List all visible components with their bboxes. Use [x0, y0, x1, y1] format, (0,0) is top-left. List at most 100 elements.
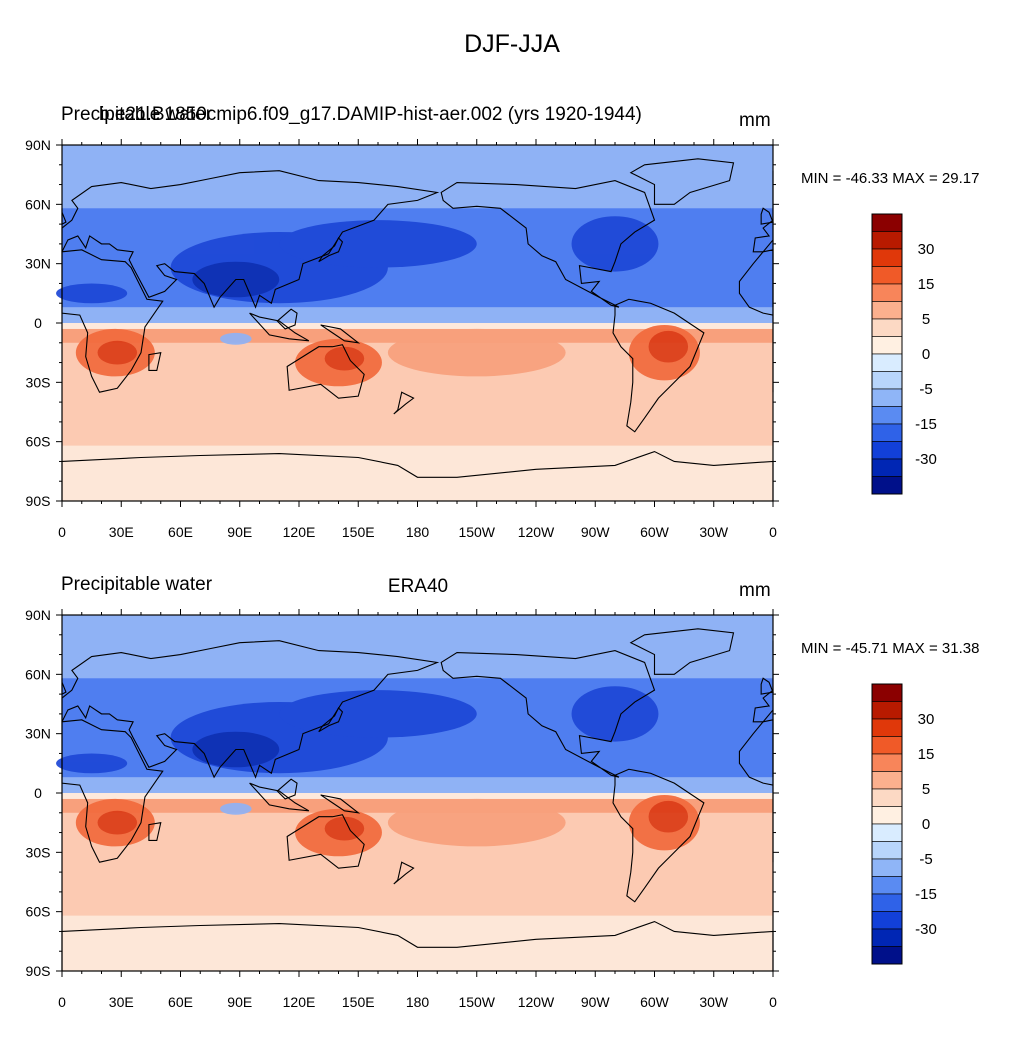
lat-axis: 90N 60N 30N 0 30S 60S 90S [25, 607, 779, 979]
colorbar-swatch [871, 371, 903, 390]
lon-tick-label: 30E [109, 994, 134, 1010]
colorbar-swatch [871, 928, 903, 947]
colorbar-swatch [871, 683, 903, 702]
lon-tick-label: 0 [769, 524, 777, 540]
colorbar-swatch [871, 458, 903, 477]
colorbar-swatch [871, 876, 903, 895]
colorbar-swatch [871, 283, 903, 302]
lat-tick-label: 90N [25, 607, 51, 623]
colorbar-label: -15 [915, 886, 937, 903]
coastline-n_america [440, 650, 656, 778]
blob-atlantic-mid [56, 283, 128, 304]
lon-tick-label: 30W [699, 994, 729, 1010]
colorbar-swatch [871, 318, 903, 337]
coastline-africa [61, 249, 164, 393]
lat-tick-label: 60N [25, 196, 51, 212]
coastline-papua [320, 794, 361, 814]
colorbar-label: -15 [915, 416, 937, 433]
lon-tick-label: 0 [769, 994, 777, 1010]
lon-tick-label: 120W [518, 994, 555, 1010]
colorbar-label: 15 [918, 276, 935, 293]
colorbar-swatch [871, 231, 903, 250]
coastline-madagascar [148, 351, 162, 372]
lat-tick-label: 90S [26, 493, 51, 509]
blob-australia-core [324, 816, 365, 841]
colorbar-label: 30 [918, 711, 935, 728]
colorbar-swatch [871, 858, 903, 877]
lat-tick-label: 30N [25, 726, 51, 742]
antarctic-band [62, 915, 773, 971]
coastline-uk-west [760, 677, 774, 695]
coastline-greenland [629, 158, 735, 205]
lon-tick-label: 60E [168, 994, 193, 1010]
colorbar-swatch [871, 388, 903, 407]
lat-tick-label: 30S [26, 374, 51, 390]
blob-australia-core [324, 346, 365, 371]
lat-tick-label: 60S [26, 434, 51, 450]
min-max-readout: MIN = -45.71 MAX = 31.38 [801, 640, 980, 657]
lat-tick-label: 90S [26, 963, 51, 979]
colorbar-swatch [871, 353, 903, 372]
equator-band [62, 323, 773, 329]
colorbar-swatch [871, 336, 903, 355]
blob-samerica-core [648, 800, 689, 833]
lon-tick-label: 60W [640, 994, 670, 1010]
coastline-newzealand [393, 391, 415, 415]
lat-tick-label: 90N [25, 137, 51, 153]
lon-tick-label: 180 [406, 994, 430, 1010]
blob-indian-ocean [220, 802, 252, 815]
coastline-papua [320, 324, 361, 344]
colorbar-swatch [871, 406, 903, 425]
blob-africa-core [97, 810, 138, 835]
colorbar-label: 15 [918, 746, 935, 763]
colorbar-swatch [871, 301, 903, 320]
blob-south-pacific [387, 328, 566, 377]
colorbar-swatch [871, 823, 903, 842]
coastline-s_america [612, 768, 705, 903]
map-panel-reanalysis: Precipitable water ERA40 mm MIN = -45.71… [0, 570, 1024, 1040]
blob-africa-core [97, 340, 138, 365]
coastline-indonesia [249, 312, 310, 342]
lon-tick-label: 60E [168, 524, 193, 540]
equator-band [62, 793, 773, 799]
colorbar-swatch [871, 476, 903, 495]
colorbar-frame [871, 683, 903, 965]
panel-units-label: mm [739, 580, 771, 601]
colorbar-swatch [871, 701, 903, 720]
coastline-indonesia [249, 782, 310, 812]
map-panel-model: Precipitable water b.e21.B1850cmip6.f09_… [0, 100, 1024, 570]
colorbar-swatch [871, 788, 903, 807]
coastline-borneo [276, 778, 298, 800]
coastline-greenland [629, 628, 735, 675]
lon-tick-label: 150W [458, 524, 495, 540]
lat-tick-label: 60S [26, 904, 51, 920]
lon-tick-label: 120W [518, 524, 555, 540]
colorbar-label: -5 [919, 381, 932, 398]
coastline-europe_asia [61, 170, 440, 309]
colorbar-swatch [871, 946, 903, 965]
blob-atlantic-mid [56, 753, 128, 774]
colorbar-label: 5 [922, 781, 930, 798]
colorbar: 30 15 5 0 -5 -15 -30 [871, 683, 937, 965]
coastline-japan [318, 237, 344, 263]
field-background [62, 145, 773, 501]
lon-tick-label: 30E [109, 524, 134, 540]
colorbar: 30 15 5 0 -5 -15 -30 [871, 213, 937, 495]
colorbar-swatch [871, 213, 903, 232]
blob-america-deep [571, 686, 659, 742]
colorbar-swatch [871, 771, 903, 790]
colorbar-frame [871, 213, 903, 495]
blob-pacific-deep [279, 690, 477, 738]
blob-america-deep [571, 216, 659, 272]
coastline-australia [286, 814, 365, 869]
coastline-n_america [440, 180, 656, 308]
colorbar-swatch [871, 893, 903, 912]
lon-tick-label: 0 [58, 524, 66, 540]
coastline-japan [318, 707, 344, 733]
lon-tick-label: 90E [227, 994, 252, 1010]
field-background [62, 615, 773, 971]
lon-tick-label: 30W [699, 524, 729, 540]
lon-axis: 0 30E 60E 90E 120E 150E 180 150W 120W 90W 60W 30W 0 [58, 139, 777, 540]
lon-tick-label: 120E [283, 524, 316, 540]
colorbar-swatch [871, 911, 903, 930]
